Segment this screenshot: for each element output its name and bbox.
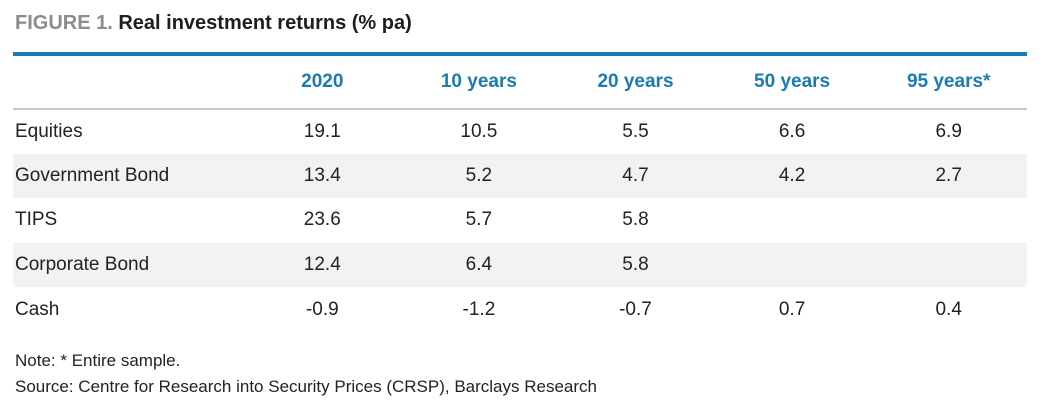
- table-cell: [714, 243, 871, 288]
- table-cell: 5.8: [622, 209, 649, 231]
- row-label: Corporate Bond: [15, 254, 150, 276]
- column-header: 50 years: [713, 56, 871, 110]
- table-row: Corporate Bond 12.4 6.4 5.8: [13, 242, 1027, 288]
- table-cell: 0.7: [778, 298, 806, 320]
- table-row: Equities 19.1 10.5 5.5 6.6 6.9: [13, 109, 1027, 154]
- table-cell: 4.7: [622, 164, 649, 186]
- table-row: TIPS 23.6 5.7 5.8: [13, 198, 1027, 243]
- figure-heading: FIGURE 1. Real investment returns (% pa): [15, 10, 412, 36]
- table-cell: 5.8: [622, 254, 649, 276]
- table-cell: 5.7: [465, 209, 493, 231]
- table-header-row: 2020 10 years 20 years 50 years 95 years…: [13, 56, 1027, 110]
- column-header: 2020: [244, 56, 401, 110]
- table-row: Cash -0.9 -1.2 -0.7 0.7 0.4: [13, 287, 1027, 332]
- table-cell: -0.7: [619, 298, 652, 320]
- source-note: Source: Centre for Research into Securit…: [15, 377, 597, 396]
- table-cell: -1.2: [462, 298, 496, 320]
- table-cell: 0.4: [935, 298, 962, 320]
- row-label: Cash: [15, 298, 60, 320]
- table-cell: 5.5: [622, 120, 649, 142]
- row-label: Government Bond: [15, 164, 170, 186]
- table-cell: [870, 198, 1027, 243]
- table-cell: 5.2: [465, 164, 493, 186]
- table-cell: [870, 243, 1027, 288]
- table-cell: 6.4: [465, 254, 493, 276]
- table-cell: 13.4: [303, 164, 341, 186]
- row-label: Equities: [15, 120, 83, 142]
- table-row: Government Bond 13.4 5.2 4.7 4.2 2.7: [13, 153, 1027, 199]
- figure-label: FIGURE 1.: [15, 12, 113, 34]
- table-cell: -0.9: [305, 298, 339, 320]
- table-cell: 6.9: [935, 120, 962, 142]
- table-cell: 23.6: [303, 209, 341, 231]
- table-cell: 12.4: [303, 254, 341, 276]
- table-cell: 2.7: [935, 164, 962, 186]
- column-header: 20 years: [557, 56, 714, 110]
- column-header: 95 years*: [870, 56, 1027, 110]
- returns-table: 2020 10 years 20 years 50 years 95 years…: [13, 56, 1027, 332]
- top-rule: [13, 52, 1027, 56]
- table-cell: [714, 198, 871, 243]
- row-label: TIPS: [15, 209, 58, 231]
- header-corner: [13, 56, 244, 110]
- table-cell: 4.2: [778, 164, 806, 186]
- column-header: 10 years: [400, 56, 558, 110]
- table-cell: 10.5: [460, 120, 498, 142]
- footnote: Note: * Entire sample.: [15, 351, 181, 370]
- table-cell: 19.1: [303, 120, 341, 142]
- table-cell: 6.6: [778, 120, 806, 142]
- figure-title: Real investment returns (% pa): [118, 12, 412, 34]
